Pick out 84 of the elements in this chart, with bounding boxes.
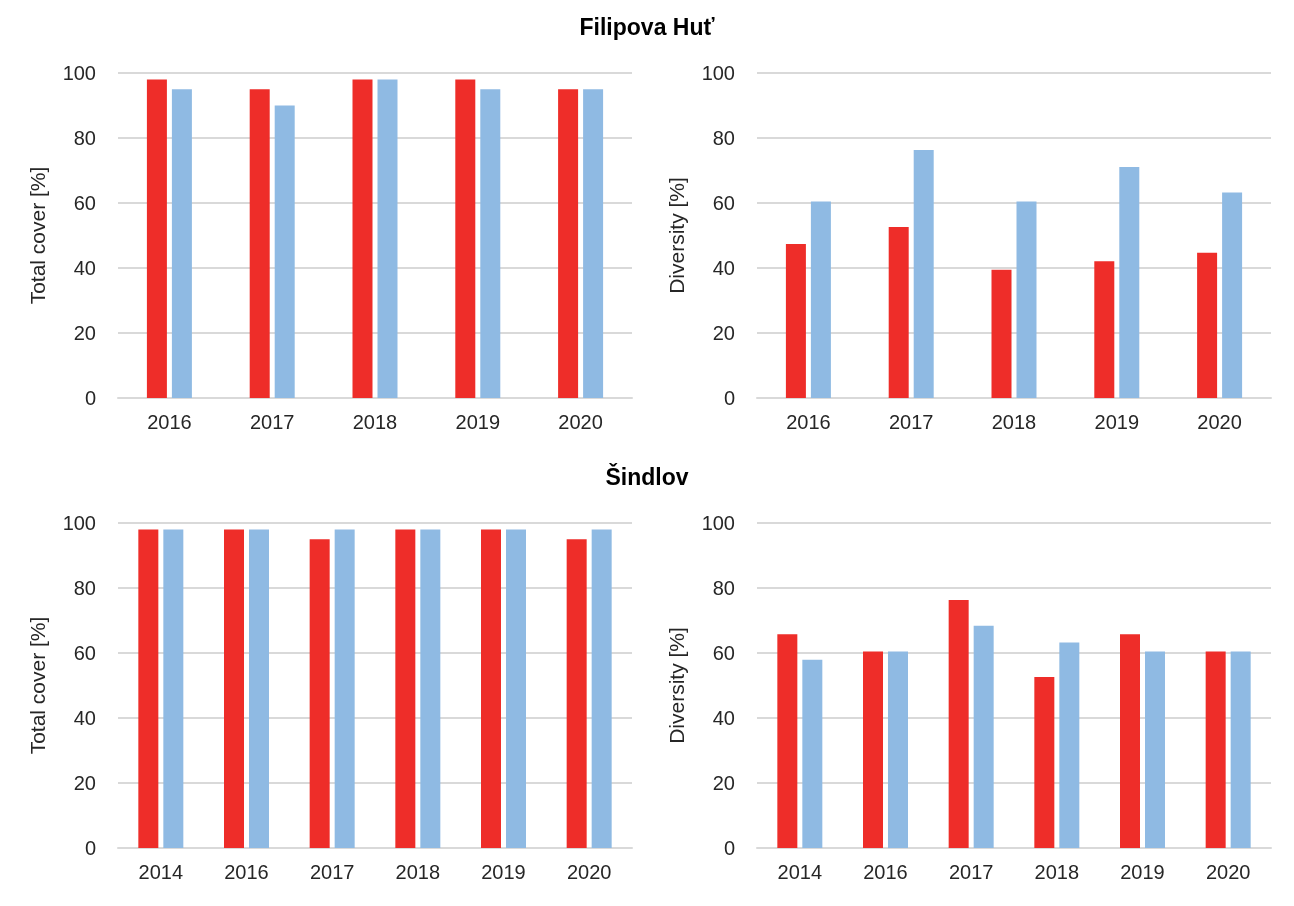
y-tick-label: 60 [712, 642, 735, 664]
bar [1197, 252, 1218, 398]
bar [802, 659, 823, 848]
bar [274, 105, 295, 398]
bar [1059, 642, 1080, 848]
y-tick-label: 100 [701, 512, 735, 534]
y-tick-label: 40 [712, 257, 735, 279]
x-tick-label: 2019 [1094, 411, 1140, 433]
bar [1120, 634, 1140, 848]
y-tick-label: 80 [712, 127, 735, 149]
x-tick-label: 2018 [352, 411, 398, 433]
x-tick-label: 2016 [786, 411, 831, 433]
bar [913, 150, 934, 398]
x-tick-label: 2017 [948, 861, 994, 883]
bar [948, 600, 969, 848]
x-tick-label: 2020 [1205, 861, 1251, 883]
y-axis-title: Total cover [%] [26, 616, 49, 755]
x-tick-label: 2017 [888, 411, 934, 433]
x-tick-label: 2018 [1034, 861, 1080, 883]
bar [991, 269, 1012, 398]
x-tick-label: 2016 [147, 411, 192, 433]
bar [810, 201, 831, 398]
bar [785, 243, 806, 398]
y-tick-label: 20 [73, 772, 96, 794]
x-tick-label: 2019 [481, 861, 526, 883]
x-tick-label: 2016 [863, 861, 908, 883]
y-tick-label: 100 [62, 62, 96, 84]
chart-title: Šindlov [604, 464, 690, 491]
y-axis-title: Total cover [%] [26, 166, 49, 305]
bar [480, 89, 501, 398]
bar [1145, 651, 1165, 848]
y-axis-title: Diversity [%] [665, 177, 688, 294]
y-tick-label: 80 [712, 577, 735, 599]
y-tick-label: 0 [723, 387, 735, 409]
y-tick-label: 40 [712, 707, 735, 729]
bar [888, 651, 908, 848]
bar [1094, 261, 1115, 398]
bar [1119, 166, 1140, 398]
bar [777, 634, 798, 848]
y-tick-label: 80 [73, 577, 96, 599]
y-tick-label: 0 [84, 387, 96, 409]
bar [888, 227, 909, 398]
y-tick-label: 0 [84, 837, 96, 859]
y-tick-label: 20 [712, 772, 735, 794]
y-tick-label: 40 [73, 707, 96, 729]
x-tick-label: 2017 [309, 861, 355, 883]
bar [377, 79, 398, 398]
y-tick-label: 80 [73, 127, 96, 149]
x-tick-label: 2014 [138, 861, 184, 883]
x-tick-label: 2020 [1197, 411, 1242, 433]
x-tick-label: 2016 [224, 861, 269, 883]
x-tick-label: 2018 [395, 861, 441, 883]
bar [171, 89, 192, 398]
bar [1034, 677, 1055, 848]
x-tick-label: 2018 [991, 411, 1037, 433]
bar [352, 79, 373, 398]
x-tick-label: 2014 [777, 861, 823, 883]
bar [249, 89, 270, 398]
x-tick-label: 2020 [566, 861, 612, 883]
bar [1016, 201, 1037, 398]
x-tick-label: 2019 [455, 411, 501, 433]
x-tick-label: 2017 [249, 411, 295, 433]
bar [863, 651, 883, 848]
x-tick-label: 2020 [558, 411, 603, 433]
bar [1222, 192, 1243, 398]
x-tick-label: 2019 [1120, 861, 1165, 883]
bar [1230, 651, 1251, 848]
y-tick-label: 100 [62, 512, 96, 534]
y-tick-label: 60 [73, 192, 96, 214]
bar [146, 79, 167, 398]
bar [558, 89, 579, 398]
y-tick-label: 100 [701, 62, 735, 84]
y-tick-label: 0 [723, 837, 735, 859]
bar [973, 625, 994, 848]
y-tick-label: 60 [73, 642, 96, 664]
chart-title: Filipova Huť [578, 14, 716, 41]
y-axis-title: Diversity [%] [665, 627, 688, 744]
bar [583, 89, 604, 398]
y-tick-label: 20 [73, 322, 96, 344]
bar [455, 79, 476, 398]
y-tick-label: 60 [712, 192, 735, 214]
y-tick-label: 40 [73, 257, 96, 279]
y-tick-label: 20 [712, 322, 735, 344]
bar [1205, 651, 1226, 848]
